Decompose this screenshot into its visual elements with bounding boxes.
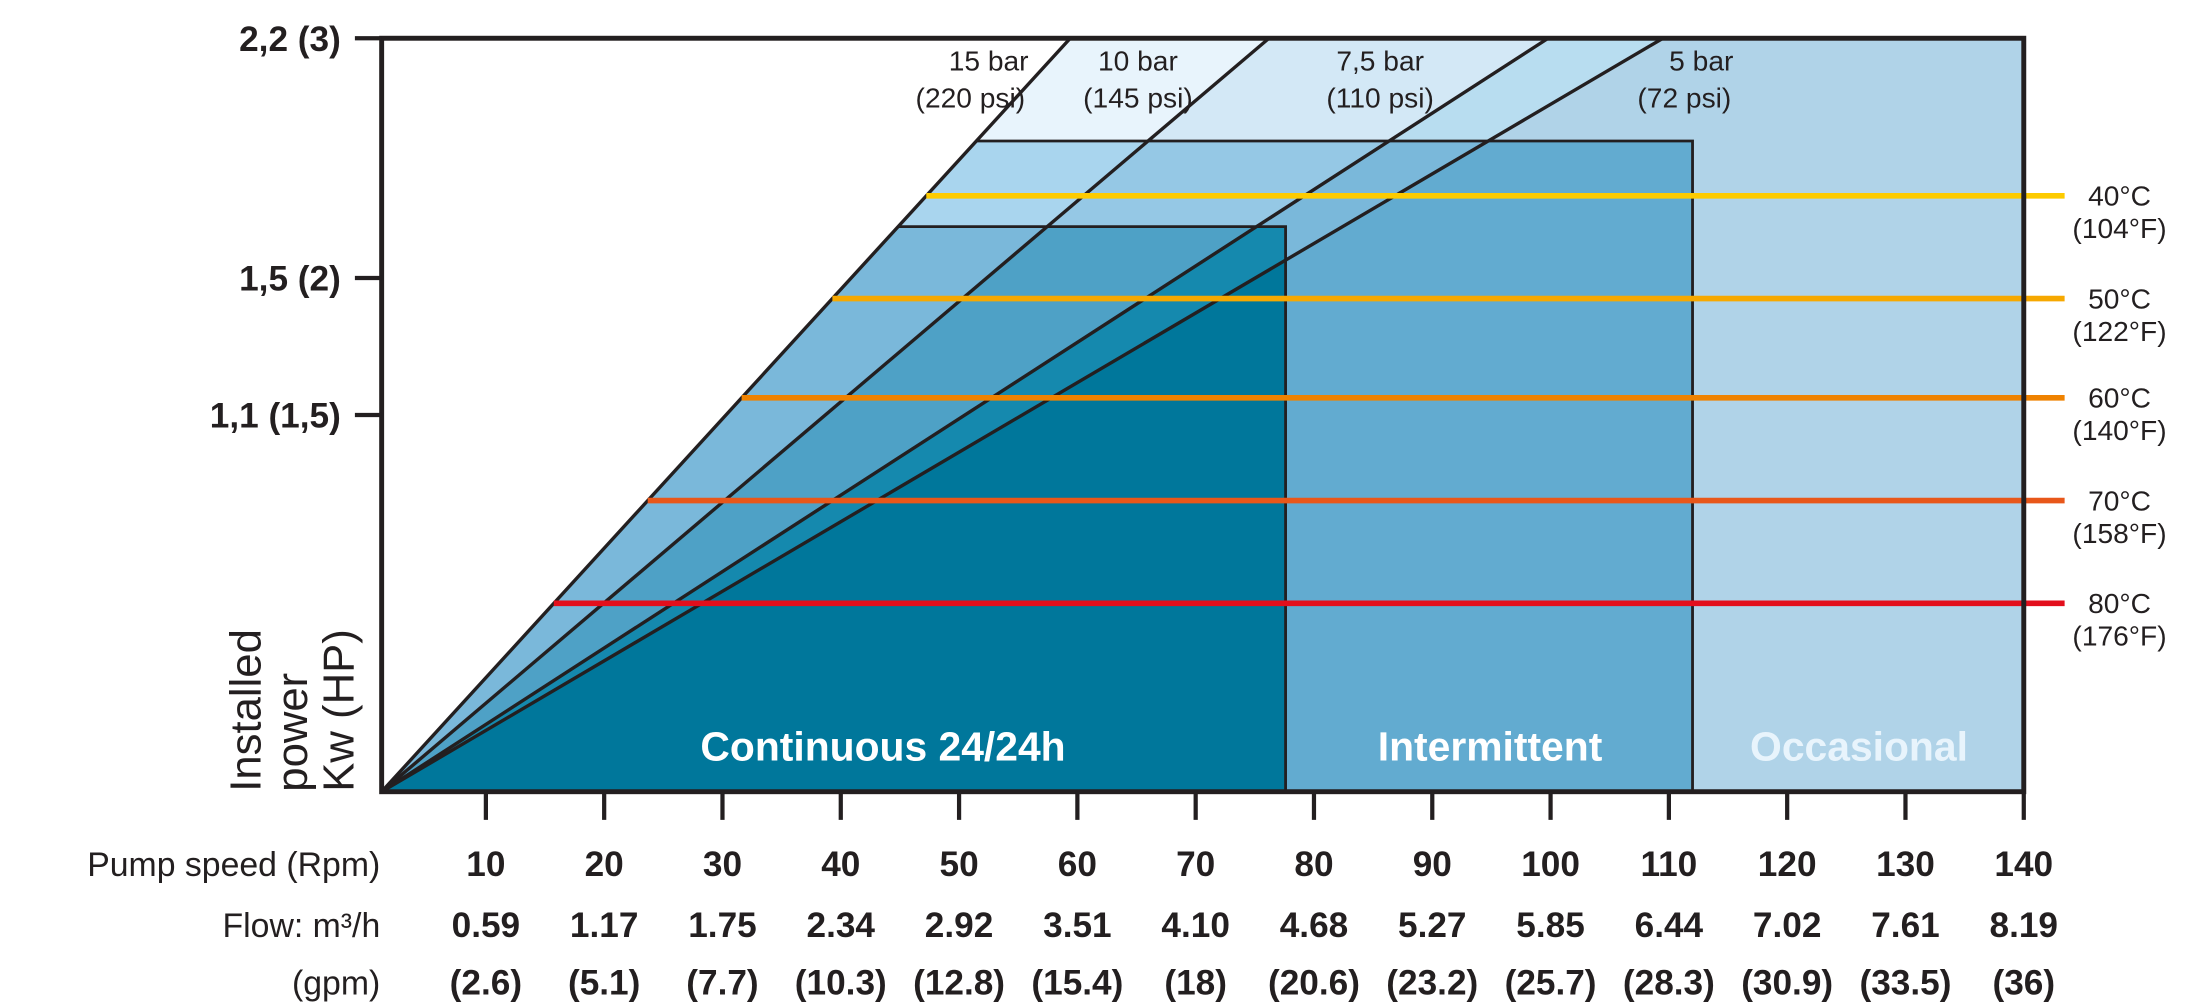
gpm-label: (18)	[1164, 964, 1227, 1003]
rpm-label: 60	[1058, 845, 1097, 884]
temperature-label: 50°C	[2088, 283, 2151, 314]
rpm-label: 110	[1640, 845, 1697, 884]
flow-label: 3.51	[1043, 906, 1112, 945]
duty-zone-label: Occasional	[1750, 724, 1968, 770]
gpm-label: (15.4)	[1031, 964, 1123, 1003]
rpm-label: 50	[940, 845, 979, 884]
gpm-label: (12.8)	[913, 964, 1005, 1003]
temperature-sublabel: (176°F)	[2072, 621, 2166, 652]
gpm-label: (7.7)	[686, 964, 758, 1003]
rpm-label: 80	[1294, 845, 1333, 884]
y-tick-label: 1,5 (2)	[239, 260, 341, 299]
rpm-label: 70	[1176, 845, 1215, 884]
gpm-label: (36)	[1992, 964, 2055, 1003]
flow-label: 8.19	[1990, 906, 2059, 945]
duty-zone-label: Continuous 24/24h	[700, 724, 1065, 770]
temperature-sublabel: (140°F)	[2072, 415, 2166, 446]
temperature-sublabel: (104°F)	[2072, 213, 2166, 244]
pressure-line-3	[380, 36, 1550, 794]
gpm-label: (33.5)	[1860, 964, 1952, 1003]
gpm-label: (30.9)	[1741, 964, 1833, 1003]
y-tick-label: 2,2 (3)	[239, 20, 341, 59]
gpm-label: (10.3)	[795, 964, 887, 1003]
intermittent-zone-outline	[976, 139, 1694, 792]
flow-label: 6.44	[1635, 906, 1704, 945]
y-axis-title-line: Installed	[222, 629, 271, 792]
pressure-label: 5 bar	[1669, 46, 1733, 77]
pressure-sublabel: (220 psi)	[916, 82, 1026, 113]
flow-label: 7.61	[1871, 906, 1939, 945]
pressure-line-2	[380, 36, 1271, 793]
flow-label: 0.59	[452, 906, 521, 945]
rpm-label: 30	[703, 845, 742, 884]
rpm-label: 140	[1994, 845, 2053, 884]
x-row-label: Flow: m³/h	[223, 907, 381, 945]
pressure-sublabel: (110 psi)	[1326, 82, 1433, 113]
pressure-sublabel: (72 psi)	[1637, 82, 1731, 113]
gpm-label: (28.3)	[1623, 964, 1715, 1003]
pressure-label: 7,5 bar	[1336, 46, 1424, 77]
x-row-label: (gpm)	[292, 965, 380, 1003]
rpm-label: 120	[1758, 845, 1817, 884]
pressure-line-4	[380, 36, 1664, 794]
y-tick-label: 1,1 (1,5)	[210, 397, 341, 436]
rpm-label: 40	[821, 845, 860, 884]
flow-label: 2.92	[925, 906, 993, 945]
occasional-zone	[1692, 140, 2024, 792]
temperature-label: 40°C	[2088, 181, 2151, 212]
flow-label: 2.34	[807, 906, 876, 945]
rpm-label: 100	[1521, 845, 1580, 884]
flow-label: 5.27	[1398, 906, 1467, 945]
flow-label: 4.10	[1161, 906, 1230, 945]
pressure-line-1	[380, 37, 1072, 793]
axes: 2,2 (3) 1,5 (2) 1,1 (1,5) InstalledpowerKw …	[87, 20, 2058, 1003]
pressure-label: 15 bar	[949, 46, 1029, 77]
flow-label: 4.68	[1280, 906, 1348, 945]
temperature-label: 60°C	[2088, 383, 2151, 414]
region-fills	[381, 38, 2024, 792]
temperature-sublabel: (158°F)	[2072, 518, 2166, 549]
flow-label: 1.75	[688, 906, 757, 945]
x-row-label: Pump speed (Rpm)	[87, 846, 380, 884]
pressure-sublabel: (145 psi)	[1083, 82, 1193, 113]
rpm-label: 20	[585, 845, 624, 884]
gpm-label: (20.6)	[1268, 964, 1360, 1003]
rpm-label: 130	[1876, 845, 1935, 884]
y-axis-title-line: Kw (HP)	[314, 629, 363, 791]
flow-label: 7.02	[1753, 906, 1822, 945]
y-axis-title-line: power	[268, 673, 317, 792]
gpm-label: (2.6)	[450, 964, 522, 1003]
labels: 40°C(104°F) 50°C(122°F) 60°C(140°F) 70°C(15…	[700, 46, 2166, 770]
gpm-label: (25.7)	[1505, 964, 1597, 1003]
mid-band-wedge-4	[381, 140, 1693, 792]
temperature-label: 70°C	[2088, 485, 2151, 516]
temperature-label: 80°C	[2088, 588, 2151, 619]
rpm-label: 90	[1413, 845, 1452, 884]
temperature-lines	[553, 192, 2065, 607]
duty-zone-label: Intermittent	[1378, 724, 1603, 770]
rpm-label: 10	[466, 845, 505, 884]
gpm-label: (23.2)	[1386, 964, 1478, 1003]
flow-label: 1.17	[570, 906, 639, 945]
flow-label: 5.85	[1516, 906, 1585, 945]
pressure-lines	[380, 36, 1694, 794]
gpm-label: (5.1)	[568, 964, 640, 1003]
temperature-sublabel: (122°F)	[2072, 316, 2166, 347]
pressure-label: 10 bar	[1098, 46, 1178, 77]
